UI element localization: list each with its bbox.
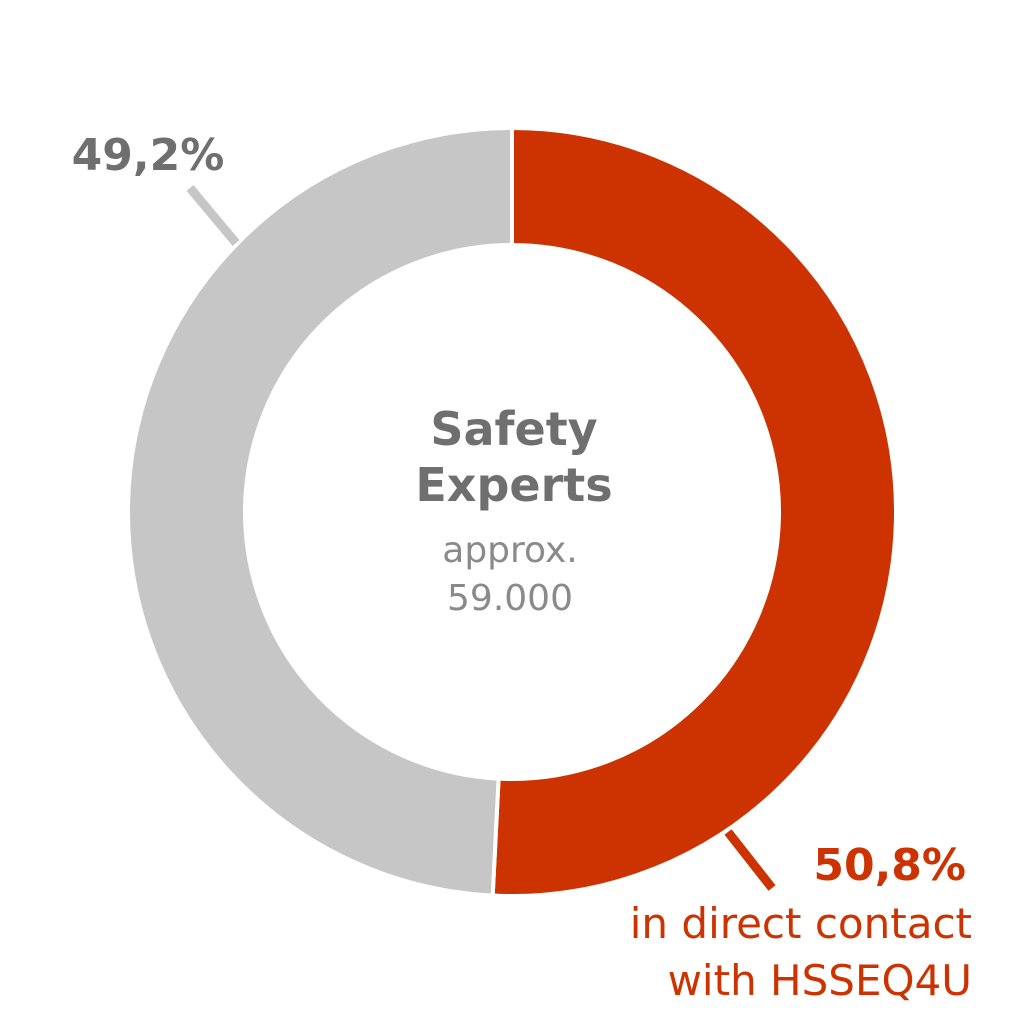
donut-slice-red bbox=[490, 125, 898, 898]
center-title-line-2: Experts bbox=[415, 458, 612, 512]
leader-line-grey bbox=[186, 185, 240, 246]
slice-label-grey: 49,2% bbox=[72, 130, 225, 181]
slice-desc-red-line-2: with HSSEQ4U bbox=[668, 956, 972, 1005]
center-subtitle-line-1: approx. bbox=[442, 530, 577, 571]
center-title-line-1: Safety bbox=[430, 402, 597, 456]
donut-slice-grey bbox=[126, 125, 514, 898]
leader-line-red bbox=[724, 829, 776, 891]
center-subtitle-line-2: 59.000 bbox=[447, 578, 573, 619]
slice-label-red: 50,8% bbox=[813, 840, 966, 891]
donut-slices bbox=[126, 125, 898, 898]
slice-desc-red-line-1: in direct contact bbox=[630, 899, 972, 948]
